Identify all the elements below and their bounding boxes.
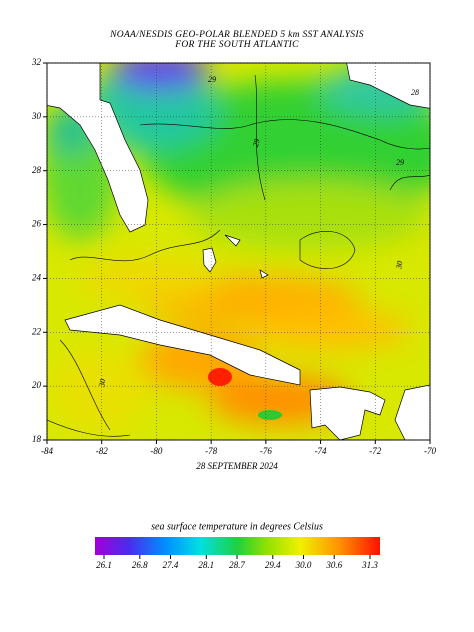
colorbar-tick-label: 26.1 — [96, 560, 112, 570]
title-line: FOR THE SOUTH ATLANTIC — [174, 40, 299, 50]
y-tick-label: 18 — [32, 434, 42, 444]
colorbar-tick-label: 28.7 — [229, 560, 245, 570]
date: 28 SEPTEMBER 2024 — [196, 461, 278, 471]
colorbar-tick-label: 30.6 — [325, 560, 342, 570]
colorbar-tick-label: 28.1 — [198, 560, 214, 570]
colorbar-tick-label: 29.4 — [265, 560, 281, 570]
contour-label: 28 — [411, 88, 419, 97]
x-tick-label: -82 — [96, 446, 108, 456]
contour-label: 29 — [251, 138, 262, 148]
x-tick-label: -70 — [424, 446, 436, 456]
sst-field — [47, 63, 430, 440]
y-tick-label: 32 — [31, 57, 42, 67]
colorbar-tick-label: 26.8 — [132, 560, 148, 570]
x-tick-label: -74 — [315, 446, 327, 456]
x-tick-label: -76 — [260, 446, 272, 456]
contour-label: 30 — [97, 378, 107, 388]
y-tick-label: 22 — [32, 326, 42, 336]
x-tick-label: -78 — [205, 446, 217, 456]
colorbar-tick-label: 27.4 — [163, 560, 179, 570]
y-tick-label: 30 — [31, 111, 42, 121]
x-tick-label: -84 — [41, 446, 53, 456]
colorbar-tick-label: 30.0 — [295, 560, 312, 570]
y-tick-label: 20 — [32, 380, 42, 390]
contour-label: 29 — [396, 158, 404, 167]
x-tick-label: -72 — [369, 446, 381, 456]
contour-label: 29 — [208, 75, 216, 84]
map-frame — [46, 62, 431, 441]
x-tick-label: -80 — [150, 446, 162, 456]
colorbar — [95, 537, 380, 555]
colorbar-tick-label: 31.3 — [361, 560, 378, 570]
title-line: NOAA/NESDIS GEO-POLAR BLENDED 5 km SST A… — [109, 30, 364, 40]
y-tick-label: 24 — [32, 272, 42, 282]
colorbar-label: sea surface temperature in degrees Celsi… — [151, 521, 323, 532]
y-tick-label: 28 — [32, 165, 42, 175]
contour-label: 30 — [394, 260, 404, 270]
y-tick-label: 26 — [32, 219, 42, 229]
